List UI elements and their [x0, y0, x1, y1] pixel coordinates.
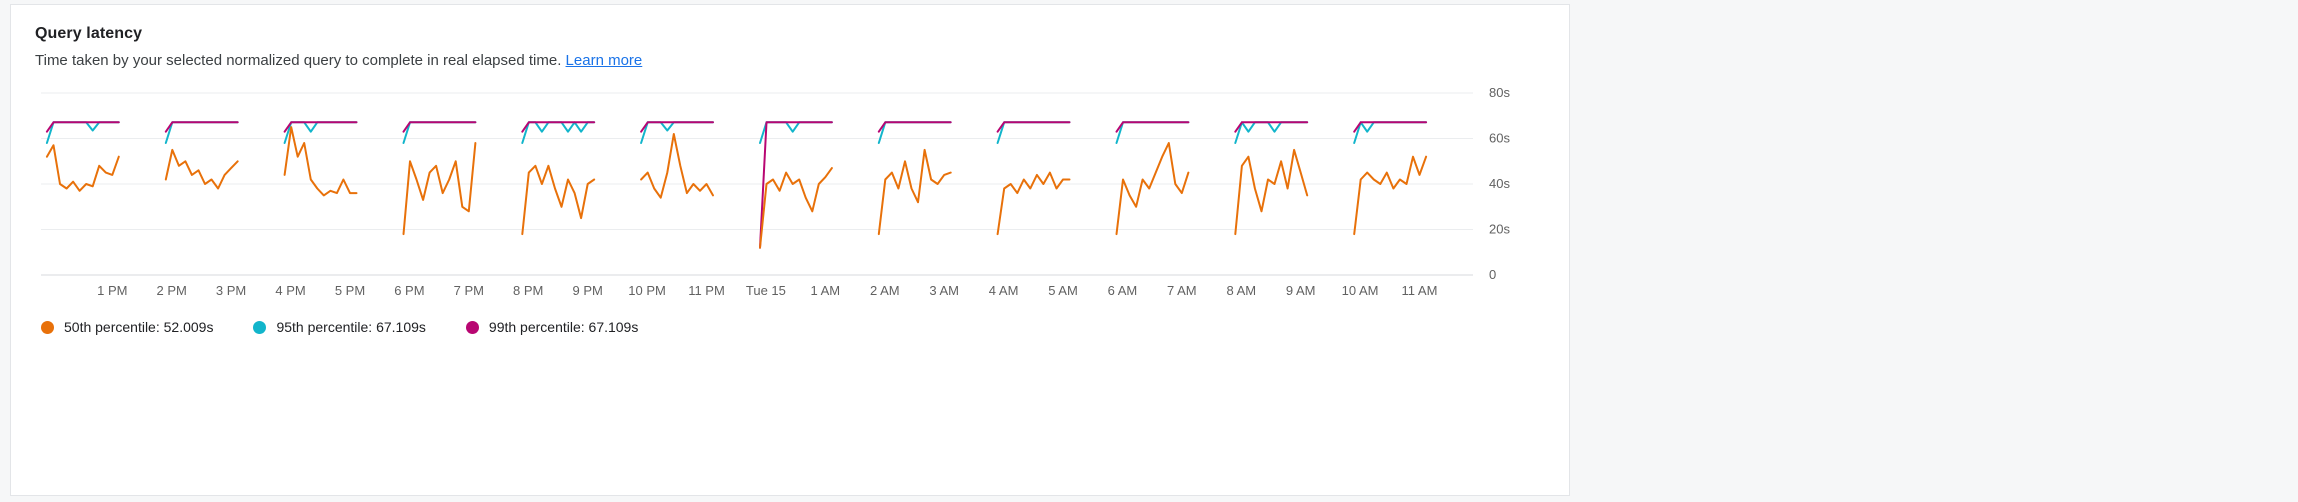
y-tick-label: 80s: [1489, 85, 1510, 100]
p95-line-segment: [877, 121, 952, 144]
legend-item-95th-percentile[interactable]: 95th percentile: 67.109s: [253, 319, 426, 335]
learn-more-link[interactable]: Learn more: [565, 52, 643, 69]
p50-line-segment: [759, 167, 833, 249]
p99-line-segment: [996, 121, 1071, 133]
p50-line-segment: [402, 142, 477, 236]
x-tick-label: 9 AM: [1286, 283, 1316, 298]
p95-line-segment: [1353, 121, 1428, 144]
legend-item-50th-percentile[interactable]: 50th percentile: 52.009s: [41, 319, 213, 335]
x-tick-label: 5 PM: [335, 283, 365, 298]
p95-line-segment: [996, 121, 1071, 144]
p99-line-segment: [45, 121, 120, 133]
x-tick-label: 7 PM: [454, 283, 484, 298]
query-latency-card: Query latency Time taken by your selecte…: [10, 4, 1570, 496]
p50-line-segment: [164, 148, 239, 190]
y-tick-label: 60s: [1489, 131, 1510, 146]
p95-line-segment: [45, 121, 120, 144]
x-tick-label: 10 PM: [628, 283, 666, 298]
legend-label-p95: 95th percentile: 67.109s: [276, 319, 426, 335]
p95-line-segment: [521, 121, 596, 144]
p50-line-segment: [877, 148, 952, 236]
x-tick-label: 7 AM: [1167, 283, 1197, 298]
p99-line-segment: [640, 121, 714, 133]
p99-line-segment: [402, 121, 477, 133]
chart-subtitle: Time taken by your selected normalized q…: [35, 52, 1569, 69]
p99-color-dot: [465, 320, 479, 334]
p50-line-segment: [283, 126, 358, 197]
p50-line-segment: [45, 144, 120, 192]
latency-plot-svg[interactable]: 80s 60s 40s 20s 0 1 PM 2 PM 3 PM 4 PM 5 PM 6 PM 7 P…: [41, 83, 1543, 313]
p50-line-segment: [996, 171, 1071, 236]
x-tick-label: 11 PM: [688, 283, 725, 298]
legend-item-99th-percentile[interactable]: 99th percentile: 67.109s: [465, 319, 639, 335]
p95-line-segment: [283, 121, 358, 144]
x-tick-label: 3 PM: [216, 283, 246, 298]
p95-line-segment: [640, 121, 714, 144]
p99-line-segment: [1115, 121, 1190, 133]
p99-line-segment: [1353, 121, 1428, 133]
x-tick-label: 1 AM: [810, 283, 840, 298]
y-tick-label: 20s: [1489, 222, 1510, 237]
x-tick-label: 10 AM: [1342, 283, 1379, 298]
x-tick-label: Tue 15: [746, 283, 786, 298]
p99-line-segment: [1234, 121, 1309, 133]
chart-legend: 50th percentile: 52.009s 95th percentile…: [41, 319, 1569, 335]
p99-line-segment: [164, 121, 239, 133]
y-tick-label: 0: [1489, 267, 1496, 282]
y-tick-label: 40s: [1489, 176, 1510, 191]
x-tick-label: 4 AM: [989, 283, 1019, 298]
x-tick-label: 4 PM: [275, 283, 305, 298]
x-tick-label: 11 AM: [1402, 283, 1438, 298]
x-tick-label: 8 PM: [513, 283, 543, 298]
x-tick-label: 5 AM: [1048, 283, 1078, 298]
p50-line-segment: [1353, 155, 1428, 236]
p50-line-segment: [521, 164, 596, 236]
p95-line-segment: [402, 121, 477, 144]
p99-line-segment: [521, 121, 596, 133]
x-tick-label: 2 AM: [870, 283, 900, 298]
chart-subtitle-text: Time taken by your selected normalized q…: [35, 52, 562, 69]
chart-title: Query latency: [35, 25, 143, 42]
p95-line-segment: [1115, 121, 1190, 144]
p95-color-dot: [253, 320, 267, 334]
legend-label-p50: 50th percentile: 52.009s: [64, 319, 214, 335]
x-tick-label: 9 PM: [573, 283, 603, 298]
x-tick-label: 6 AM: [1108, 283, 1138, 298]
p99-line-segment: [283, 121, 358, 133]
p95-line-segment: [1234, 121, 1309, 144]
p50-color-dot: [41, 320, 54, 334]
x-tick-label: 1 PM: [97, 283, 127, 298]
p95-line-segment: [164, 121, 239, 144]
x-tick-label: 8 AM: [1226, 283, 1256, 298]
p50-line-segment: [1115, 142, 1190, 236]
p99-line-segment: [877, 121, 952, 133]
latency-chart[interactable]: 80s 60s 40s 20s 0 1 PM 2 PM 3 PM 4 PM 5 PM 6 PM 7 P…: [41, 83, 1569, 313]
x-tick-label: 2 PM: [157, 283, 187, 298]
x-tick-label: 6 PM: [394, 283, 424, 298]
p99-line-segment: [759, 121, 833, 249]
p50-line-segment: [1234, 148, 1309, 236]
p95-line-segment: [759, 121, 833, 144]
p50-line-segment: [640, 133, 714, 199]
legend-label-p99: 99th percentile: 67.109s: [488, 319, 639, 335]
x-tick-label: 3 AM: [929, 283, 959, 298]
